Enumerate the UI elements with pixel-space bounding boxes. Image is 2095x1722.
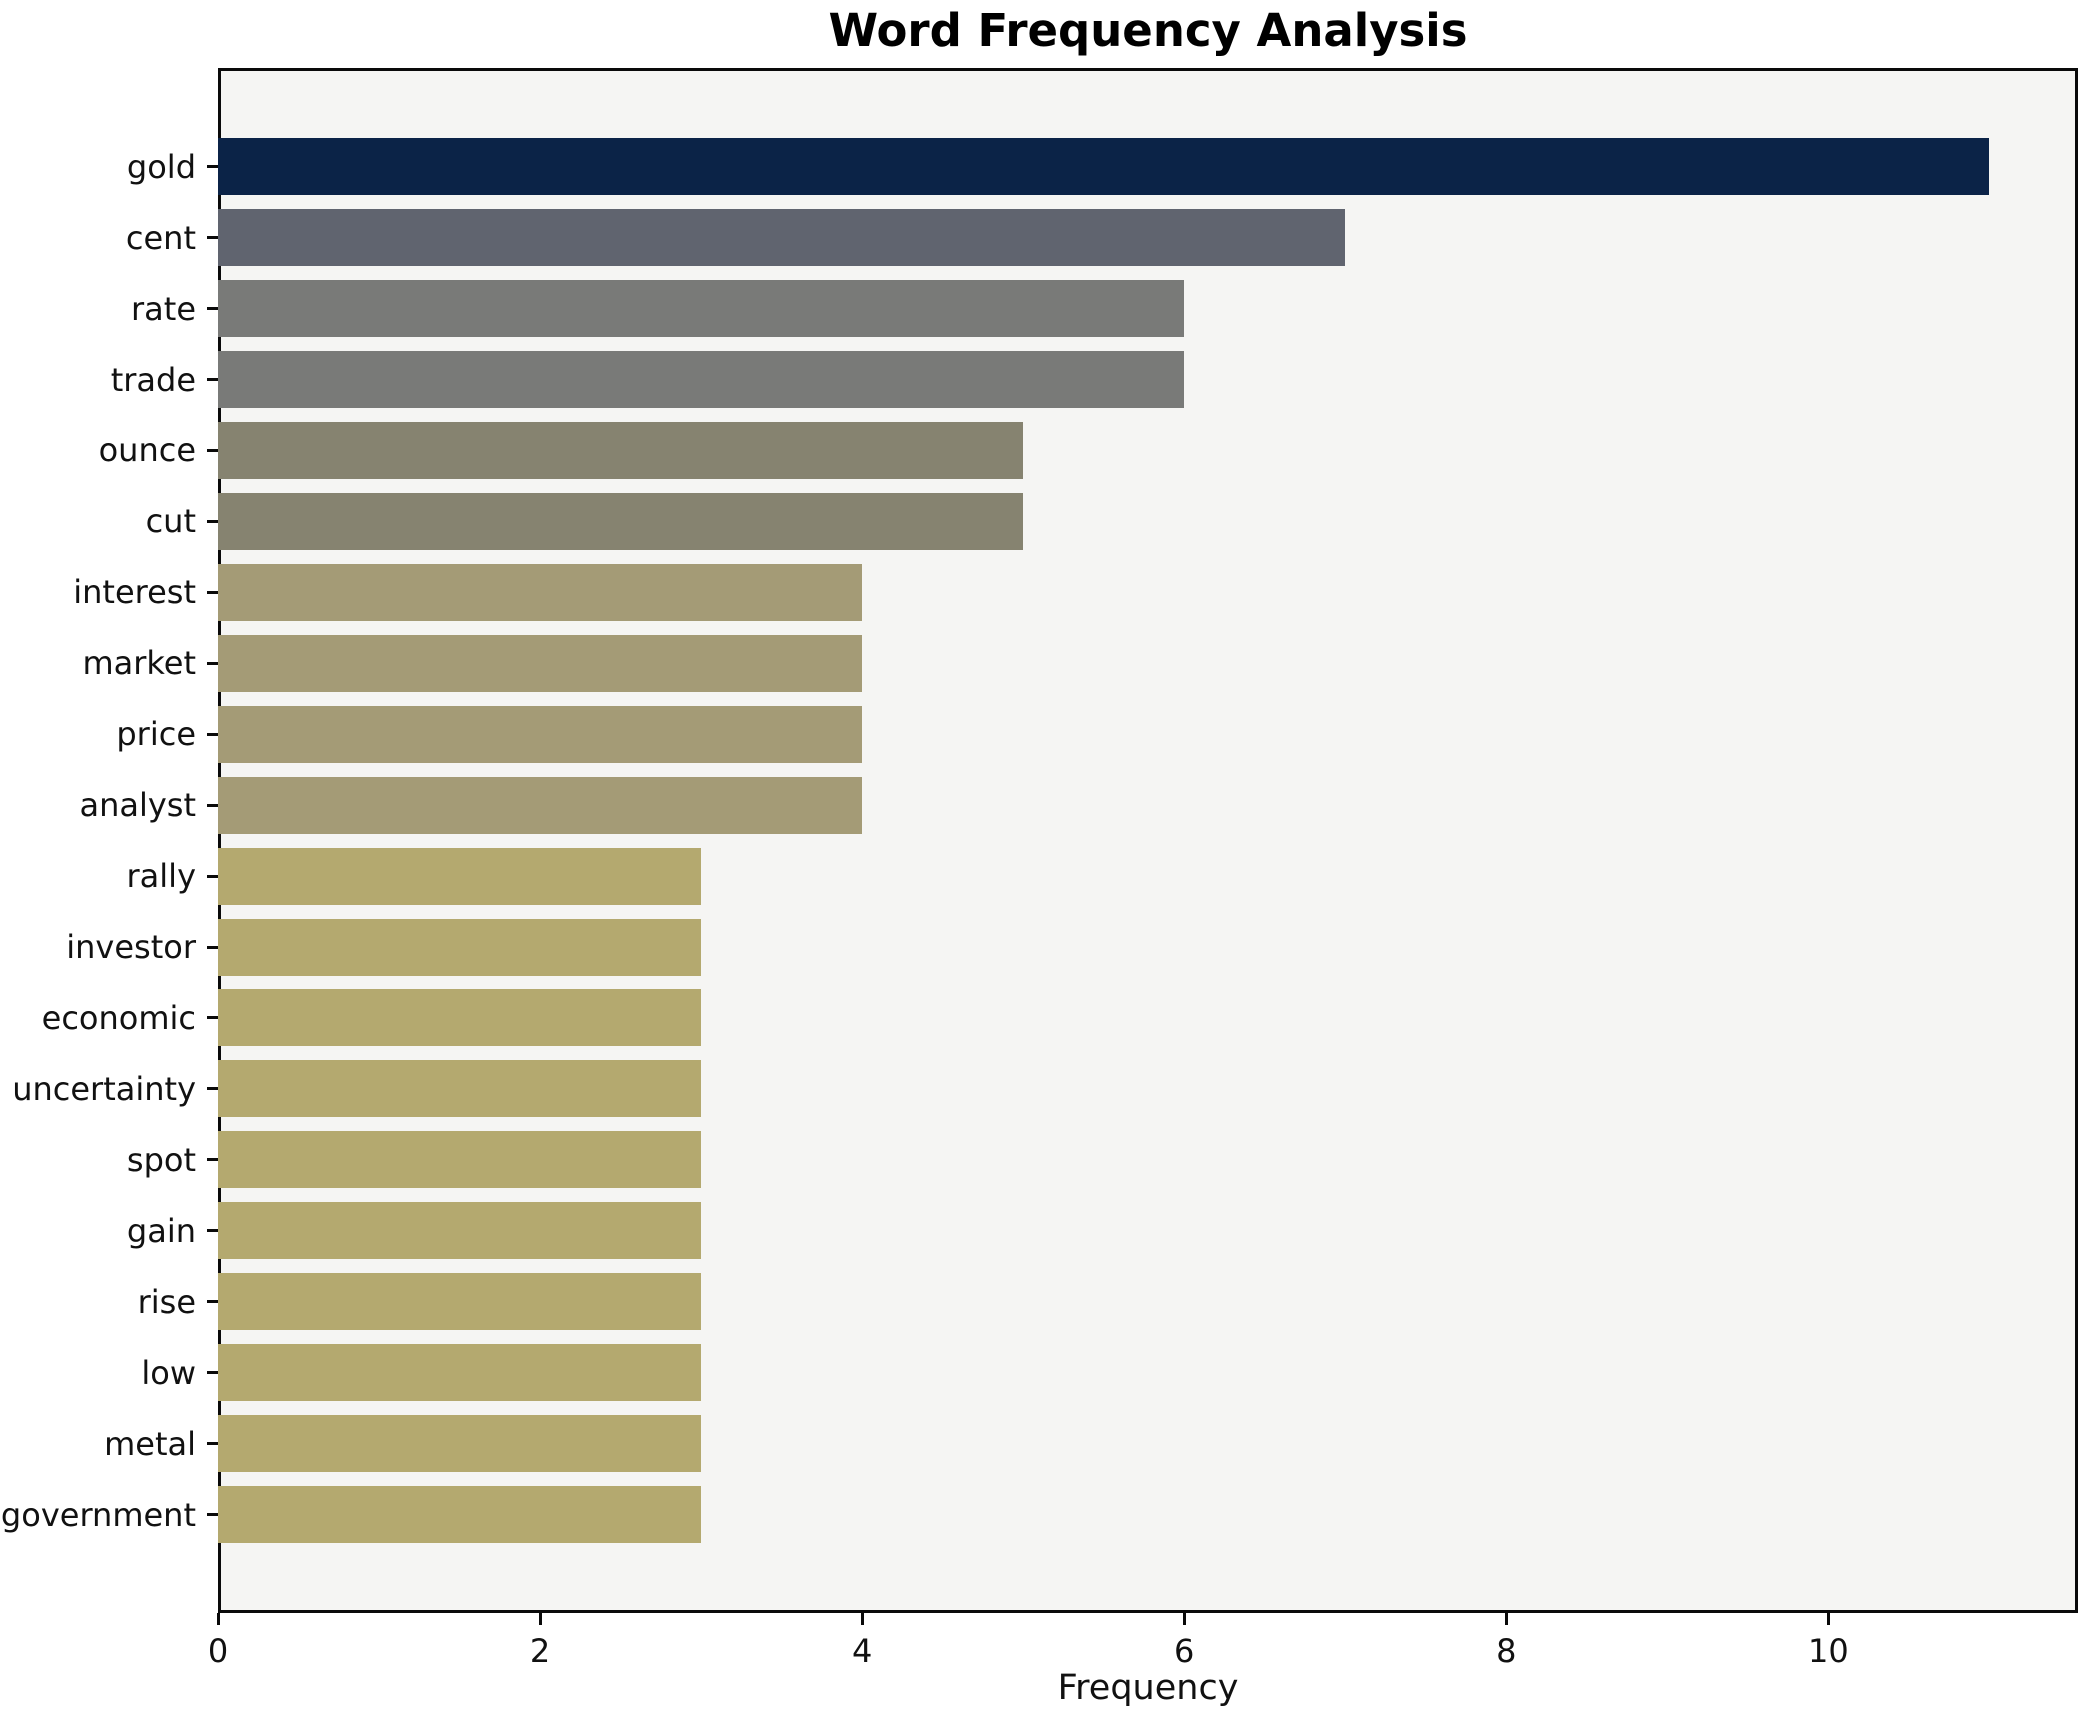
- y-tick-mark: [207, 1229, 218, 1233]
- x-tick-mark: [216, 1613, 220, 1625]
- bar-rate: [218, 280, 1185, 338]
- bar-interest: [218, 563, 863, 621]
- y-tick-mark: [207, 590, 218, 594]
- bar-investor: [218, 918, 702, 976]
- y-tick-mark: [207, 448, 218, 452]
- bar-ounce: [218, 421, 1024, 479]
- y-tick-mark: [207, 732, 218, 736]
- y-tick-label-gold: gold: [126, 147, 196, 186]
- bar-gold: [218, 138, 1990, 196]
- bar-uncertainty: [218, 1060, 702, 1118]
- bar-rise: [218, 1273, 702, 1331]
- bar-government: [218, 1486, 702, 1544]
- y-tick-label-economic: economic: [41, 998, 196, 1037]
- x-tick-label-8: 8: [1496, 1632, 1517, 1670]
- y-tick-label-price: price: [116, 715, 196, 754]
- x-tick-label-0: 0: [207, 1632, 229, 1670]
- x-tick-label-2: 2: [529, 1632, 551, 1670]
- x-tick-label-4: 4: [851, 1632, 873, 1670]
- y-tick-mark: [207, 874, 218, 878]
- y-tick-label-metal: metal: [104, 1424, 196, 1463]
- bar-metal: [218, 1415, 702, 1473]
- x-tick-mark: [538, 1613, 542, 1625]
- x-axis-label: Frequency: [1057, 1668, 1239, 1708]
- y-tick-label-market: market: [82, 644, 196, 683]
- y-tick-mark: [207, 1087, 218, 1091]
- y-tick-label-interest: interest: [73, 573, 196, 612]
- y-tick-mark: [207, 1158, 218, 1162]
- y-tick-label-spot: spot: [126, 1140, 196, 1179]
- y-tick-label-ounce: ounce: [98, 431, 196, 470]
- y-tick-mark: [207, 378, 218, 382]
- bar-rally: [218, 847, 702, 905]
- x-tick-mark: [860, 1613, 864, 1625]
- y-tick-mark: [207, 661, 218, 665]
- bar-low: [218, 1344, 702, 1402]
- x-tick-label-10: 10: [1808, 1632, 1849, 1670]
- bar-market: [218, 634, 863, 692]
- chart-title: Word Frequency Analysis: [828, 4, 1468, 57]
- y-tick-mark: [207, 803, 218, 807]
- y-tick-label-rise: rise: [137, 1282, 196, 1321]
- bar-cut: [218, 492, 1024, 550]
- y-tick-label-government: government: [0, 1495, 196, 1534]
- y-tick-label-rate: rate: [131, 289, 196, 328]
- y-tick-label-uncertainty: uncertainty: [12, 1069, 196, 1108]
- y-tick-mark: [207, 1300, 218, 1304]
- y-tick-label-cut: cut: [145, 502, 196, 541]
- x-tick-mark: [1504, 1613, 1508, 1625]
- bar-trade: [218, 351, 1185, 409]
- y-tick-mark: [207, 519, 218, 523]
- y-tick-mark: [207, 945, 218, 949]
- x-tick-mark: [1826, 1613, 1830, 1625]
- y-tick-mark: [207, 165, 218, 169]
- y-tick-mark: [207, 307, 218, 311]
- y-tick-label-trade: trade: [110, 360, 196, 399]
- y-tick-label-cent: cent: [125, 218, 196, 257]
- y-tick-mark: [207, 1442, 218, 1446]
- x-tick-mark: [1182, 1613, 1186, 1625]
- y-tick-label-investor: investor: [66, 928, 196, 967]
- y-tick-mark: [207, 1016, 218, 1020]
- bar-cent: [218, 209, 1346, 267]
- x-tick-label-6: 6: [1174, 1632, 1195, 1670]
- bar-economic: [218, 989, 702, 1047]
- y-tick-label-low: low: [141, 1353, 196, 1392]
- bar-gain: [218, 1202, 702, 1260]
- y-tick-mark: [207, 1371, 218, 1375]
- bar-spot: [218, 1131, 702, 1189]
- y-tick-label-analyst: analyst: [79, 786, 196, 825]
- bar-price: [218, 705, 863, 763]
- y-tick-label-gain: gain: [126, 1211, 196, 1250]
- y-tick-label-rally: rally: [126, 857, 196, 896]
- bar-analyst: [218, 776, 863, 834]
- y-tick-mark: [207, 1513, 218, 1517]
- y-tick-mark: [207, 236, 218, 240]
